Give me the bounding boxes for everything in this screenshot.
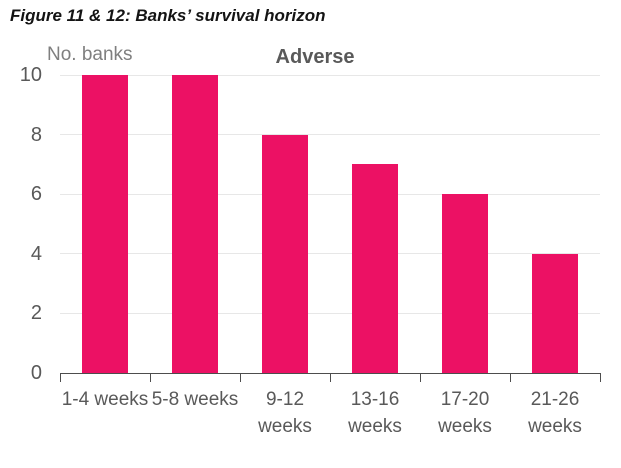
x-axis-tick-labels: 1-4 weeks 5-8 weeks 9-12 weeks 13-16 weeks 17-… [60, 386, 600, 446]
plot-area [60, 74, 600, 373]
x-label-1-4-weeks: 1-4 weeks [61, 389, 149, 410]
x-label-5-8-weeks: 5-8 weeks [151, 389, 239, 410]
x-label-17-20-weeks: 17-20 weeks [438, 389, 492, 437]
x-tick-4 [419, 372, 421, 382]
y-tick-label-4: 4 [30, 242, 42, 265]
x-tick-6 [599, 372, 601, 382]
y-tick-label-10: 10 [19, 64, 42, 86]
figure-title: Figure 11 & 12: Banks’ survival horizon [10, 6, 326, 25]
x-tick-0 [59, 372, 61, 382]
bar-21-26-weeks [532, 253, 578, 373]
x-label-9-12-weeks: 9-12 weeks [258, 389, 312, 437]
y-axis-title: No. banks [47, 44, 133, 65]
y-tick-label-0: 0 [30, 362, 42, 384]
gridline-4 [60, 253, 600, 255]
y-tick-label-2: 2 [30, 302, 42, 325]
x-label-13-16-weeks: 13-16 weeks [348, 389, 402, 437]
chart-title: Adverse [275, 46, 355, 68]
gridline-10 [60, 74, 600, 76]
x-tick-2 [239, 372, 241, 382]
bar-9-12-weeks [262, 134, 308, 373]
bar-1-4-weeks [82, 75, 128, 373]
x-tick-5 [509, 372, 511, 382]
gridline-8 [60, 134, 600, 136]
y-axis-tick-labels: 0 2 4 6 8 10 [0, 64, 42, 384]
bar-13-16-weeks [352, 164, 398, 373]
x-label-21-26-weeks: 21-26 weeks [528, 389, 582, 437]
x-tick-1 [149, 372, 151, 382]
bar-5-8-weeks [172, 75, 218, 373]
gridline-2 [60, 312, 600, 314]
gridline-6 [60, 193, 600, 195]
bar-17-20-weeks [442, 194, 488, 373]
x-tick-3 [329, 372, 331, 382]
y-tick-label-6: 6 [30, 183, 42, 206]
y-tick-label-8: 8 [30, 123, 42, 146]
